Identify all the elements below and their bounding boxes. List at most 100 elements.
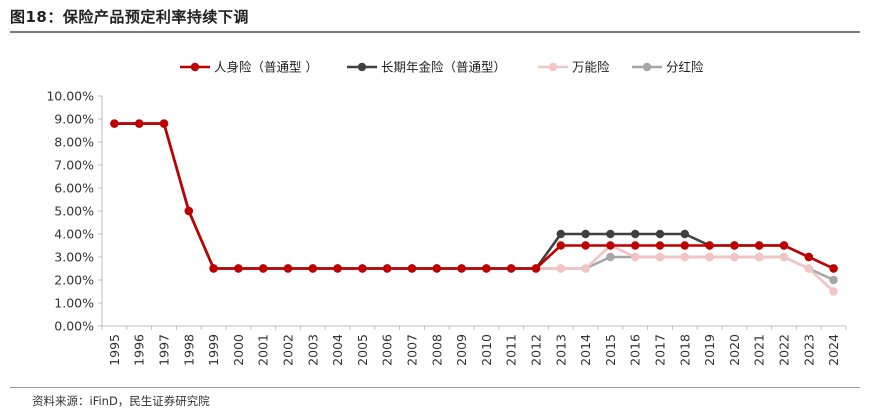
- x-tick-label: 2000: [231, 334, 246, 366]
- x-tick-label: 1998: [181, 334, 196, 366]
- data-point: [135, 119, 144, 128]
- data-point: [457, 264, 466, 273]
- data-point: [730, 241, 739, 250]
- y-tick-label: 1.00%: [54, 296, 94, 311]
- data-point: [779, 252, 789, 262]
- y-tick-label: 4.00%: [54, 227, 94, 242]
- x-tick-label: 2005: [355, 334, 370, 366]
- figure-title: 图18：保险产品预定利率持续下调: [10, 8, 249, 26]
- x-tick-label: 2011: [504, 334, 519, 366]
- data-point: [283, 264, 293, 273]
- legend-label: 万能险: [572, 60, 610, 75]
- legend-swatch-marker: [190, 62, 200, 72]
- data-point: [655, 252, 665, 262]
- data-point: [110, 119, 119, 128]
- data-point: [308, 264, 317, 273]
- data-point: [631, 229, 640, 239]
- data-point: [755, 252, 764, 262]
- data-point: [333, 264, 342, 273]
- y-tick-label: 8.00%: [54, 135, 94, 150]
- chart-legend: 人身险（普通型 ） 长期年金险（普通型） 万能险 分红险: [180, 60, 704, 75]
- x-tick-label: 2023: [801, 334, 816, 366]
- x-tick-label: 2010: [479, 334, 494, 366]
- y-tick-label: 10.00%: [46, 89, 94, 104]
- x-tick-label: 2002: [281, 334, 296, 366]
- x-tick-label: 1997: [157, 334, 172, 366]
- x-tick-label: 1995: [107, 334, 122, 366]
- x-tick-label: 2019: [702, 334, 717, 366]
- data-point: [755, 241, 764, 250]
- data-point: [581, 241, 590, 250]
- data-point: [184, 206, 193, 216]
- data-point: [581, 264, 590, 273]
- data-point: [234, 264, 243, 273]
- data-point: [606, 229, 615, 239]
- data-point: [779, 241, 789, 250]
- data-point: [730, 252, 739, 262]
- data-point: [804, 264, 813, 273]
- y-tick-label: 2.00%: [54, 273, 94, 288]
- x-tick-label: 2020: [727, 334, 742, 366]
- data-point: [209, 264, 218, 273]
- data-point: [556, 241, 565, 250]
- series-3: [110, 119, 838, 273]
- data-point: [259, 264, 268, 273]
- legend-swatch-marker: [357, 62, 367, 72]
- series-4: [110, 119, 838, 273]
- x-tick-label: 2021: [752, 334, 767, 366]
- data-point: [705, 241, 714, 250]
- data-point: [631, 241, 640, 250]
- x-tick-label: 2007: [405, 334, 420, 366]
- data-point: [606, 252, 615, 262]
- data-point: [606, 241, 615, 250]
- data-point: [407, 264, 417, 273]
- data-point: [804, 252, 813, 262]
- footer-divider: [10, 387, 860, 388]
- data-point: [432, 264, 441, 273]
- y-tick-label: 5.00%: [54, 204, 94, 219]
- x-tick-label: 2009: [454, 334, 469, 366]
- data-point: [556, 229, 565, 239]
- data-point: [531, 264, 541, 273]
- legend-item: 长期年金险（普通型）: [347, 60, 506, 75]
- legend-item: 人身险（普通型 ）: [180, 60, 318, 75]
- x-tick-label: 2024: [826, 334, 841, 366]
- data-point: [829, 287, 838, 296]
- x-tick-label: 2001: [256, 334, 271, 366]
- chart-axes: 0.00% 1.00% 2.00% 3.00% 4.00% 5.00% 6.00% 7.00%…: [46, 89, 847, 366]
- data-point: [507, 264, 516, 273]
- legend-label: 分红险: [666, 60, 704, 75]
- x-tick-label: 1996: [132, 334, 147, 366]
- y-tick-label: 0.00%: [54, 319, 94, 334]
- x-tick-label: 2015: [603, 334, 618, 366]
- x-tick-label: 2006: [380, 334, 395, 366]
- y-tick-label: 9.00%: [54, 112, 94, 127]
- x-tick-label: 2016: [628, 334, 643, 366]
- data-point: [631, 252, 640, 262]
- data-point: [556, 264, 565, 273]
- data-point: [482, 264, 491, 273]
- series-1: [110, 119, 838, 285]
- data-point: [655, 241, 665, 250]
- x-tick-label: 1999: [206, 334, 221, 366]
- data-point: [159, 119, 169, 128]
- data-point: [705, 252, 714, 262]
- y-tick-label: 6.00%: [54, 181, 94, 196]
- data-point: [680, 241, 689, 250]
- legend-label: 人身险（普通型 ）: [214, 60, 318, 75]
- y-tick-label: 3.00%: [54, 250, 94, 265]
- x-tick-label: 2008: [429, 334, 444, 366]
- source-note: 资料来源：iFinD，民生证券研究院: [32, 394, 210, 408]
- x-tick-label: 2017: [653, 334, 668, 366]
- data-point: [829, 275, 838, 285]
- title-divider: [10, 31, 860, 33]
- y-tick-label: 7.00%: [54, 158, 94, 173]
- legend-swatch-marker: [548, 62, 558, 72]
- x-tick-label: 2012: [529, 334, 544, 366]
- data-point: [655, 229, 665, 239]
- series-line: [114, 122, 835, 270]
- data-point: [680, 229, 689, 239]
- x-tick-label: 2013: [553, 334, 568, 366]
- legend-item: 分红险: [632, 60, 704, 75]
